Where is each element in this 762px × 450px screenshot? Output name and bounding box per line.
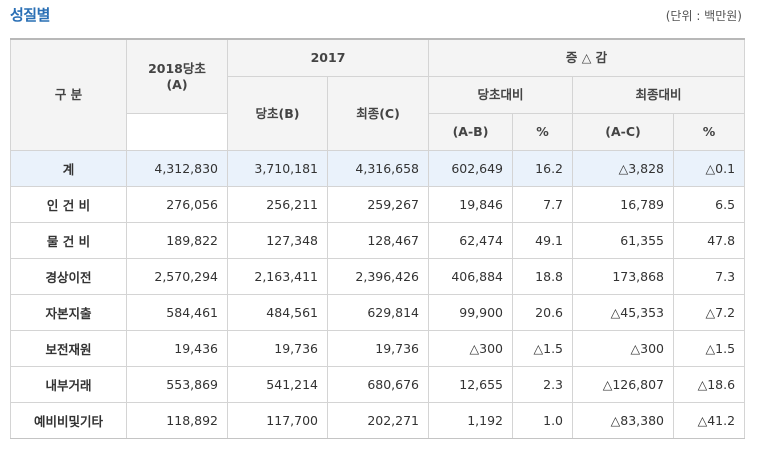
cell-a-minus-b-pct: 18.8 [512, 258, 574, 295]
cell-a-minus-c-pct: 47.8 [673, 222, 746, 259]
header-2017: 2017 [226, 38, 430, 77]
cell-2018-budget: 584,461 [126, 294, 228, 331]
cell-2017-budget: 19,736 [227, 330, 328, 367]
table-row: 자본지출 584,461 484,561 629,814 99,900 20.6… [10, 294, 746, 331]
cell-2017-budget: 2,163,411 [227, 258, 328, 295]
row-label: 보전재원 [10, 330, 127, 367]
cell-a-minus-b-pct: 49.1 [512, 222, 574, 259]
table-row: 내부거래 553,869 541,214 680,676 12,655 2.3 … [10, 366, 746, 403]
table-row-total: 계 4,312,830 3,710,181 4,316,658 602,649 … [10, 150, 746, 187]
cell-2018-budget: 4,312,830 [126, 150, 228, 187]
cell-a-minus-b: △300 [428, 330, 514, 367]
cell-2018-budget: 19,436 [126, 330, 228, 367]
cell-a-minus-b-pct: 7.7 [512, 186, 574, 223]
cell-a-minus-c-pct: △0.1 [673, 150, 746, 187]
header-vs-budget: 당초대비 [428, 76, 574, 114]
cell-a-minus-b-pct: △1.5 [512, 330, 574, 367]
cell-a-minus-c-pct: △18.6 [673, 366, 746, 403]
header-a-minus-c: (A-C) [572, 113, 675, 151]
budget-table: 구 분 2018당초 (A) 2017 증 △ 감 당초(B) 최종(C) 당초… [10, 38, 746, 439]
row-label: 인 건 비 [10, 186, 127, 223]
cell-2017-final: 2,396,426 [326, 258, 430, 295]
cell-a-minus-c: △45,353 [572, 294, 675, 331]
header-budget-b: 당초(B) [227, 76, 328, 151]
cell-a-minus-b: 62,474 [428, 222, 514, 259]
row-label: 예비비및기타 [10, 402, 127, 439]
cell-a-minus-c: △126,807 [572, 366, 675, 403]
cell-2017-budget: 484,561 [227, 294, 328, 331]
cell-a-minus-b-pct: 2.3 [512, 366, 574, 403]
header-category: 구 분 [10, 38, 127, 151]
header-a-minus-b-pct: % [512, 113, 574, 151]
table-row: 물 건 비 189,822 127,348 128,467 62,474 49.… [10, 222, 746, 259]
cell-a-minus-b-pct: 1.0 [512, 402, 574, 439]
cell-a-minus-c-pct: 7.3 [673, 258, 746, 295]
table-row: 인 건 비 276,056 256,211 259,267 19,846 7.7… [10, 186, 746, 223]
cell-a-minus-c-pct: △41.2 [673, 402, 746, 439]
row-label: 계 [10, 150, 127, 187]
cell-a-minus-b: 12,655 [428, 366, 514, 403]
cell-a-minus-b-pct: 16.2 [512, 150, 574, 187]
header-vs-final: 최종대비 [572, 76, 746, 114]
cell-a-minus-b: 99,900 [428, 294, 514, 331]
header-final-c: 최종(C) [326, 76, 430, 151]
cell-2017-budget: 117,700 [227, 402, 328, 439]
cell-a-minus-b: 406,884 [428, 258, 514, 295]
section-title: 성질별 [10, 6, 50, 24]
cell-a-minus-c: 16,789 [572, 186, 675, 223]
table-row: 경상이전 2,570,294 2,163,411 2,396,426 406,8… [10, 258, 746, 295]
cell-a-minus-c-pct: △7.2 [673, 294, 746, 331]
cell-2017-final: 680,676 [326, 366, 430, 403]
cell-a-minus-c: △83,380 [572, 402, 675, 439]
row-label: 자본지출 [10, 294, 127, 331]
cell-2018-budget: 276,056 [126, 186, 228, 223]
header-a-minus-b: (A-B) [428, 113, 514, 151]
cell-2017-final: 4,316,658 [326, 150, 430, 187]
cell-a-minus-c: 61,355 [572, 222, 675, 259]
cell-a-minus-c: △300 [572, 330, 675, 367]
row-label: 경상이전 [10, 258, 127, 295]
cell-2018-budget: 2,570,294 [126, 258, 228, 295]
cell-2017-final: 629,814 [326, 294, 430, 331]
cell-2018-budget: 553,869 [126, 366, 228, 403]
cell-2017-final: 202,271 [326, 402, 430, 439]
cell-a-minus-c-pct: △1.5 [673, 330, 746, 367]
cell-2017-budget: 256,211 [227, 186, 328, 223]
row-label: 물 건 비 [10, 222, 127, 259]
header-change: 증 △ 감 [428, 38, 746, 77]
cell-2017-budget: 3,710,181 [227, 150, 328, 187]
cell-2017-budget: 541,214 [227, 366, 328, 403]
unit-label: (단위 : 백만원) [665, 9, 742, 23]
cell-2018-budget: 189,822 [126, 222, 228, 259]
row-label: 내부거래 [10, 366, 127, 403]
cell-a-minus-b: 602,649 [428, 150, 514, 187]
table-row: 예비비및기타 118,892 117,700 202,271 1,192 1.0… [10, 402, 746, 439]
cell-a-minus-c: 173,868 [572, 258, 675, 295]
header-a-minus-c-pct: % [673, 113, 746, 151]
table-row: 보전재원 19,436 19,736 19,736 △300 △1.5 △300… [10, 330, 746, 367]
cell-2017-budget: 127,348 [227, 222, 328, 259]
cell-a-minus-c-pct: 6.5 [673, 186, 746, 223]
cell-a-minus-b-pct: 20.6 [512, 294, 574, 331]
cell-a-minus-b: 19,846 [428, 186, 514, 223]
header-2018-budget: 2018당초 (A) [126, 38, 228, 114]
cell-2017-final: 259,267 [326, 186, 430, 223]
cell-a-minus-b: 1,192 [428, 402, 514, 439]
cell-a-minus-c: △3,828 [572, 150, 675, 187]
cell-2017-final: 19,736 [326, 330, 430, 367]
cell-2018-budget: 118,892 [126, 402, 228, 439]
cell-2017-final: 128,467 [326, 222, 430, 259]
